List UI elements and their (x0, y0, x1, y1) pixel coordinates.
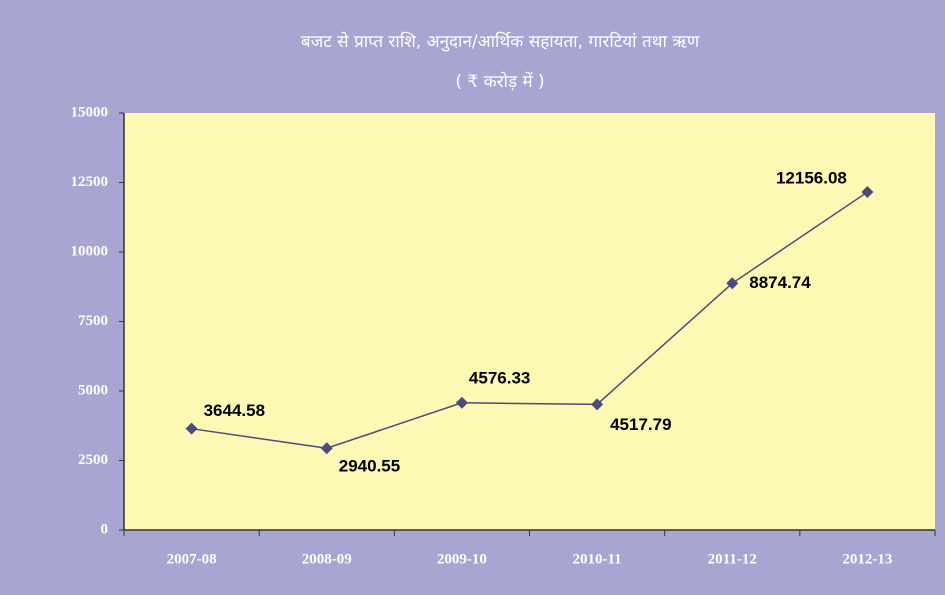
x-tick-label: 2008-09 (302, 551, 352, 567)
x-tick-label: 2012-13 (842, 551, 892, 567)
y-tick-label: 10000 (71, 243, 109, 259)
marker (185, 422, 198, 435)
marker (726, 277, 739, 290)
y-tick-label: 0 (101, 521, 109, 537)
y-tick-label: 2500 (78, 452, 108, 468)
data-label: 4517.79 (610, 415, 671, 434)
chart-title: बजट से प्राप्त राशि, अनुदान/आर्थिक सहायत… (301, 31, 700, 52)
chart-subtitle: ( ₹ करोड़ में ) (455, 71, 544, 92)
x-tick-label: 2009-10 (437, 551, 487, 567)
y-tick-label: 12500 (71, 174, 109, 190)
marker (320, 442, 333, 455)
marker (591, 398, 604, 411)
marker (861, 186, 874, 199)
y-tick-label: 15000 (71, 104, 109, 120)
data-label: 3644.58 (204, 401, 265, 420)
marker (455, 396, 468, 409)
y-tick-label: 5000 (78, 382, 108, 398)
x-tick-label: 2011-12 (708, 551, 757, 567)
x-tick-label: 2007-08 (167, 551, 217, 567)
data-label: 8874.74 (749, 273, 811, 292)
line (191, 191, 868, 450)
data-label: 2940.55 (339, 457, 400, 476)
plot-area (124, 113, 935, 530)
data-label: 12156.08 (776, 169, 847, 188)
y-tick-label: 7500 (78, 313, 108, 329)
data-label: 4576.33 (469, 368, 530, 387)
x-tick-label: 2010-11 (572, 551, 621, 567)
